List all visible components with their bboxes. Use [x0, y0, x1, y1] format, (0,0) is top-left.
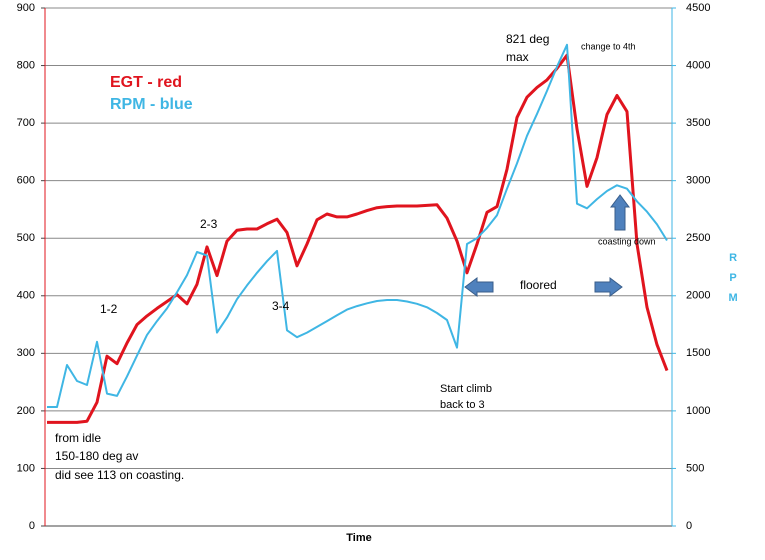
annotation: floored: [520, 278, 557, 292]
y2-tick-label: 4500: [686, 2, 710, 14]
y2-tick-label: 4000: [686, 59, 710, 71]
y-tick-label: 200: [17, 405, 35, 417]
y-tick-label: 0: [29, 520, 35, 532]
y-tick-label: 300: [17, 347, 35, 359]
y-tick-label: 400: [17, 290, 35, 302]
y2-tick-label: 1000: [686, 405, 710, 417]
y2-tick-label: 2000: [686, 290, 710, 302]
series-line: [47, 43, 668, 408]
y2-tick-label: 0: [686, 520, 692, 532]
y-tick-label: 800: [17, 59, 35, 71]
annotation: 1-2: [100, 302, 118, 316]
annotation: 3-4: [272, 299, 290, 313]
annotation: from idle: [55, 431, 101, 445]
annotation: 150-180 deg av: [55, 449, 138, 463]
left-arrow: [464, 277, 494, 297]
y2-axis-label: RPM: [727, 252, 739, 312]
y2-tick-label: 3000: [686, 175, 710, 187]
y2-tick-label: 2500: [686, 232, 710, 244]
y2-tick-label: 3500: [686, 117, 710, 129]
legend-entry: RPM - blue: [110, 96, 193, 113]
annotation: max: [506, 50, 529, 64]
annotation: change to 4th: [581, 41, 636, 51]
y-tick-label: 500: [17, 232, 35, 244]
y2-tick-label: 500: [686, 462, 704, 474]
up-arrow: [610, 194, 630, 231]
annotation: Start climb: [440, 383, 492, 395]
arrows: [464, 194, 630, 297]
right-arrow: [594, 277, 623, 297]
annotation: did see 113 on coasting.: [55, 468, 184, 482]
y-tick-label: 100: [17, 462, 35, 474]
y-tick-label: 600: [17, 175, 35, 187]
y-tick-label: 700: [17, 117, 35, 129]
series-line: [47, 53, 669, 424]
legend-entry: EGT - red: [110, 74, 182, 91]
y-tick-label: 900: [17, 2, 35, 14]
x-axis-label: Time: [346, 532, 371, 544]
y2-tick-label: 1500: [686, 347, 710, 359]
annotation: back to 3: [440, 399, 485, 411]
annotation: coasting down: [598, 236, 656, 246]
annotation: 2-3: [200, 217, 218, 231]
annotation: 821 deg: [506, 32, 549, 46]
